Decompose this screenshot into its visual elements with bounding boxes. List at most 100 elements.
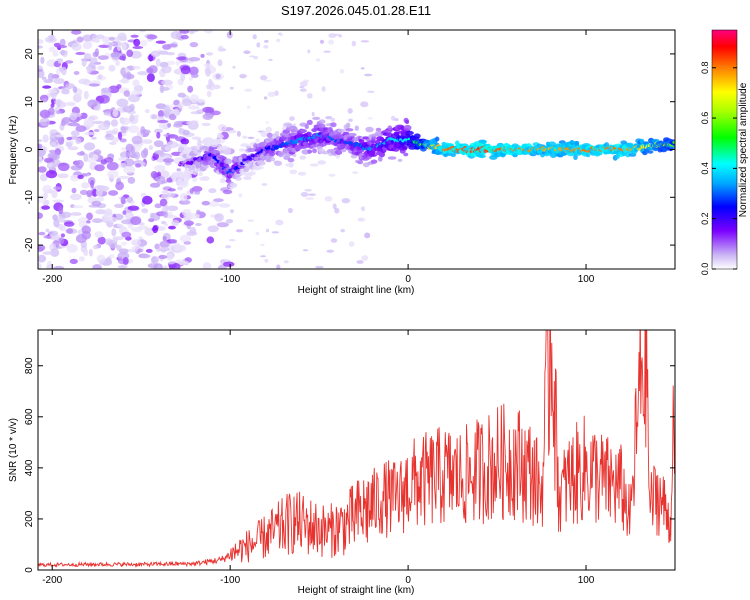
y-tick-label: 600 bbox=[24, 408, 35, 425]
spectrogram-blob bbox=[42, 85, 52, 89]
spectrogram-blob bbox=[246, 105, 251, 109]
spectrogram-blob bbox=[144, 109, 150, 114]
spectrogram-blob bbox=[387, 156, 397, 160]
spectrogram-blob bbox=[162, 105, 171, 115]
spectrogram-blob bbox=[360, 206, 365, 211]
x-tick-label: 0 bbox=[405, 575, 411, 586]
spectrogram-blob bbox=[97, 236, 106, 245]
spectrogram-blob bbox=[126, 248, 138, 253]
spectrogram-blob bbox=[166, 177, 173, 183]
spectrogram-blob bbox=[186, 173, 192, 180]
spectrogram-blob bbox=[232, 65, 236, 69]
spectrogram-blob bbox=[147, 263, 158, 269]
spectrogram-blob bbox=[573, 154, 578, 161]
spectrogram-blob bbox=[305, 197, 315, 200]
spectrogram-blob bbox=[99, 259, 104, 266]
spectrogram-blob bbox=[146, 73, 155, 82]
spectrogram-blob bbox=[308, 193, 316, 196]
spectrogram-blob bbox=[217, 59, 223, 67]
spectrogram-blob bbox=[210, 86, 215, 90]
spectrogram-blob bbox=[151, 114, 158, 120]
spectrogram-blob bbox=[38, 246, 44, 252]
spectrogram-blob bbox=[289, 116, 295, 121]
spectrogram-blob bbox=[75, 51, 86, 56]
y-tick-label: 0 bbox=[24, 567, 35, 573]
spectrogram-blob bbox=[96, 196, 105, 202]
spectrogram-blob bbox=[127, 205, 140, 211]
spectrogram-blob bbox=[161, 79, 173, 86]
spectrogram-blob bbox=[173, 123, 183, 128]
spectrogram-blob bbox=[189, 94, 199, 103]
spectrogram-blob bbox=[243, 50, 251, 54]
spectrogram-blob bbox=[41, 76, 47, 80]
spectrogram-blob bbox=[647, 150, 654, 154]
spectrogram-blob bbox=[328, 39, 335, 45]
spectrogram-blob bbox=[163, 211, 169, 219]
spectrogram-blob bbox=[169, 239, 178, 244]
spectrogram-blob bbox=[148, 145, 154, 151]
spectrogram-blob bbox=[304, 189, 313, 192]
spectrogram-blob bbox=[131, 135, 143, 145]
spectrogram-blob bbox=[201, 200, 210, 206]
spectrogram-blob bbox=[157, 246, 170, 252]
spectrogram-blob bbox=[106, 161, 119, 171]
spectrogram-blob bbox=[367, 90, 375, 94]
spectrogram-blob bbox=[127, 150, 137, 158]
spectrogram-blob bbox=[165, 60, 176, 66]
spectrogram-blob bbox=[129, 114, 135, 122]
spectrogram-blob bbox=[357, 160, 363, 165]
spectrogram-blob bbox=[130, 50, 142, 59]
spectrogram-blob bbox=[41, 98, 48, 103]
spectrogram-blob bbox=[131, 239, 142, 246]
spectrogram-blob bbox=[105, 130, 118, 135]
spectrogram-blob bbox=[569, 139, 575, 146]
spectrogram-blob bbox=[86, 190, 93, 198]
spectrogram-blob bbox=[156, 131, 161, 139]
spectrogram-blob bbox=[55, 110, 62, 114]
spectrogram-blob bbox=[302, 249, 309, 252]
spectrogram-blob bbox=[188, 76, 193, 81]
spectrogram-blob bbox=[38, 262, 42, 269]
spectrogram-blob bbox=[312, 148, 317, 154]
spectrogram-blob bbox=[140, 126, 146, 135]
spectrogram-blob bbox=[188, 66, 199, 76]
spectrogram-blob bbox=[177, 92, 186, 98]
spectrogram-blob bbox=[276, 38, 281, 43]
spectrogram-blob bbox=[443, 153, 449, 158]
spectrogram-blob bbox=[218, 203, 231, 208]
spectrogram-blob bbox=[110, 119, 119, 127]
spectrogram-blob bbox=[51, 189, 58, 199]
spectrogram-blob bbox=[86, 212, 93, 221]
spectrogram-blob bbox=[120, 126, 130, 131]
spectrogram-blob bbox=[187, 85, 194, 93]
spectrogram-blob bbox=[45, 228, 50, 233]
spectrogram-blob bbox=[478, 154, 486, 159]
spectrogram-blob bbox=[94, 164, 105, 172]
spectrogram-blob bbox=[348, 241, 355, 248]
spectrogram-blob bbox=[213, 198, 224, 203]
spectrogram-blob bbox=[369, 151, 376, 155]
spectrogram-blob bbox=[403, 124, 412, 131]
y-tick-label: -10 bbox=[24, 190, 35, 205]
spectrogram-y-ticks: -20 -10 0 10 20 bbox=[24, 48, 675, 252]
spectrogram-blob bbox=[250, 171, 256, 176]
spectrogram-blob bbox=[141, 208, 149, 214]
spectrogram-blob bbox=[61, 66, 67, 76]
spectrogram-blob bbox=[155, 58, 161, 67]
spectrogram-blob bbox=[191, 73, 199, 78]
spectrogram-blob bbox=[97, 65, 105, 71]
spectrogram-blob bbox=[110, 52, 120, 58]
spectrogram-blob bbox=[123, 90, 131, 97]
spectrogram-blob bbox=[121, 231, 132, 238]
spectrogram-blob bbox=[112, 238, 118, 244]
spectrogram-blob bbox=[315, 265, 324, 269]
spectrogram-blob bbox=[60, 211, 72, 219]
colorbar-tick-label: 0.6 bbox=[700, 112, 710, 125]
spectrogram-blob bbox=[180, 138, 190, 145]
spectrogram-blob bbox=[96, 254, 106, 263]
spectrogram-blob bbox=[38, 143, 43, 149]
spectrogram-blob bbox=[240, 143, 250, 147]
spectrogram-blob bbox=[69, 258, 78, 265]
spectrogram-blob bbox=[127, 125, 140, 134]
spectrogram-blob bbox=[244, 166, 251, 171]
